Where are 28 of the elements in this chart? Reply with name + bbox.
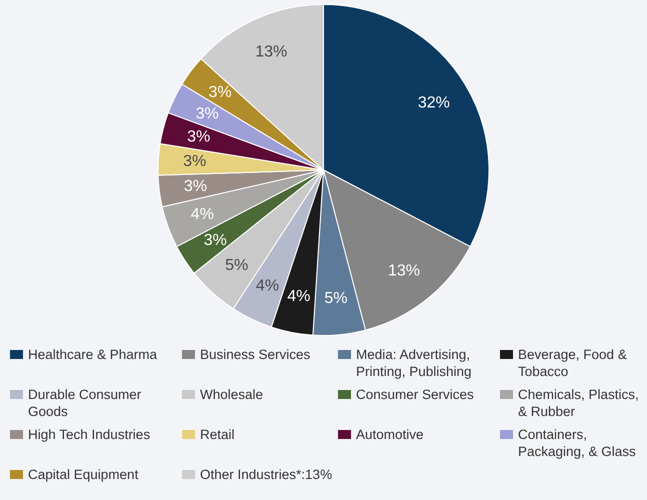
legend-label: Containers, Packaging, & Glass — [518, 426, 637, 460]
legend-label: Wholesale — [200, 386, 264, 403]
legend-label: Durable Consumer Goods — [28, 386, 142, 420]
data-label: 3% — [187, 128, 210, 146]
legend-label: Consumer Services — [356, 386, 474, 403]
legend-label: Retail — [200, 426, 235, 443]
data-label: 4% — [190, 206, 214, 223]
legend-label: Healthcare & Pharma — [28, 346, 158, 363]
data-label: 3% — [208, 84, 232, 102]
legend-label: Capital Equipment — [28, 466, 138, 483]
legend-label: Automotive — [356, 426, 424, 443]
legend-label: Beverage, Food & Tobacco — [518, 346, 628, 380]
data-label: 3% — [184, 178, 208, 195]
data-label: 5% — [324, 290, 348, 307]
legend-label: Media: Advertising, Printing, Publishing — [356, 346, 473, 380]
data-label: 3% — [183, 153, 206, 170]
data-label: 32% — [418, 94, 450, 112]
data-label: 4% — [287, 288, 310, 306]
legend-label: Chemicals, Plastics, & Rubber — [518, 386, 640, 420]
legend-label: High Tech Industries — [28, 426, 150, 443]
legend-label: Business Services — [200, 346, 310, 363]
data-label: 3% — [196, 105, 219, 122]
legend-label: Other Industries*:13% — [200, 466, 332, 483]
data-label: 4% — [256, 278, 280, 295]
data-label: 13% — [255, 43, 288, 60]
data-label: 13% — [388, 262, 420, 280]
data-label: 5% — [225, 256, 248, 274]
data-label: 3% — [204, 232, 227, 249]
